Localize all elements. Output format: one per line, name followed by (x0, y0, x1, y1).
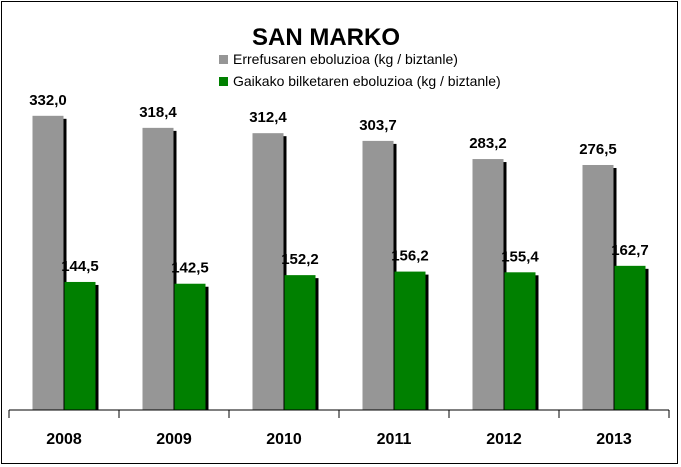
x-tick-label-2011: 2011 (377, 431, 412, 448)
value-label: 144,5 (61, 258, 99, 275)
value-label: 142,5 (171, 260, 209, 277)
x-tick-label-2012: 2012 (486, 431, 522, 448)
bar-selective-2008 (64, 281, 96, 410)
value-label: 162,7 (611, 242, 649, 259)
bars-layer (32, 115, 649, 411)
x-axis: 2008 2009 2010 2011 2012 2013 (8, 409, 670, 448)
bar-residual-2009 (142, 127, 174, 411)
bar-residual-2012 (472, 159, 504, 410)
value-labels-layer: 332,0 144,5 318,4 142,5 312,4 152,2 303,7 156,2… (29, 92, 649, 277)
value-label: 312,4 (249, 109, 287, 126)
value-label: 318,4 (139, 104, 177, 121)
bar-selective-2012 (504, 272, 536, 410)
value-label: 276,5 (579, 141, 617, 158)
bar-selective-2010 (284, 275, 316, 410)
bar-residual-2013 (582, 164, 614, 410)
bar-residual-2011 (362, 140, 394, 410)
value-label: 283,2 (469, 135, 507, 152)
value-label: 155,4 (501, 248, 539, 265)
bar-residual-2010 (252, 133, 284, 410)
x-tick-label-2008: 2008 (46, 431, 82, 448)
chart-title: SAN MARKO (252, 24, 400, 51)
legend-swatch-residual (219, 55, 228, 64)
legend-label-selective: Gaikako bilketaren eboluzioa (kg / bizta… (233, 73, 501, 89)
value-label: 152,2 (281, 251, 319, 268)
legend-label-residual: Errefusaren eboluzioa (kg / biztanle) (233, 51, 458, 67)
value-label: 156,2 (391, 248, 429, 265)
value-label: 303,7 (359, 117, 397, 134)
value-label: 332,0 (29, 92, 67, 109)
legend: Errefusaren eboluzioa (kg / biztanle) Ga… (219, 51, 501, 89)
x-tick-label-2010: 2010 (266, 431, 302, 448)
bar-selective-2009 (174, 283, 206, 410)
x-tick-label-2013: 2013 (596, 431, 632, 448)
legend-swatch-selective (219, 77, 228, 86)
x-tick-label-2009: 2009 (156, 431, 192, 448)
bar-selective-2011 (394, 271, 426, 410)
bar-residual-2008 (32, 115, 64, 411)
bar-selective-2013 (614, 265, 646, 410)
